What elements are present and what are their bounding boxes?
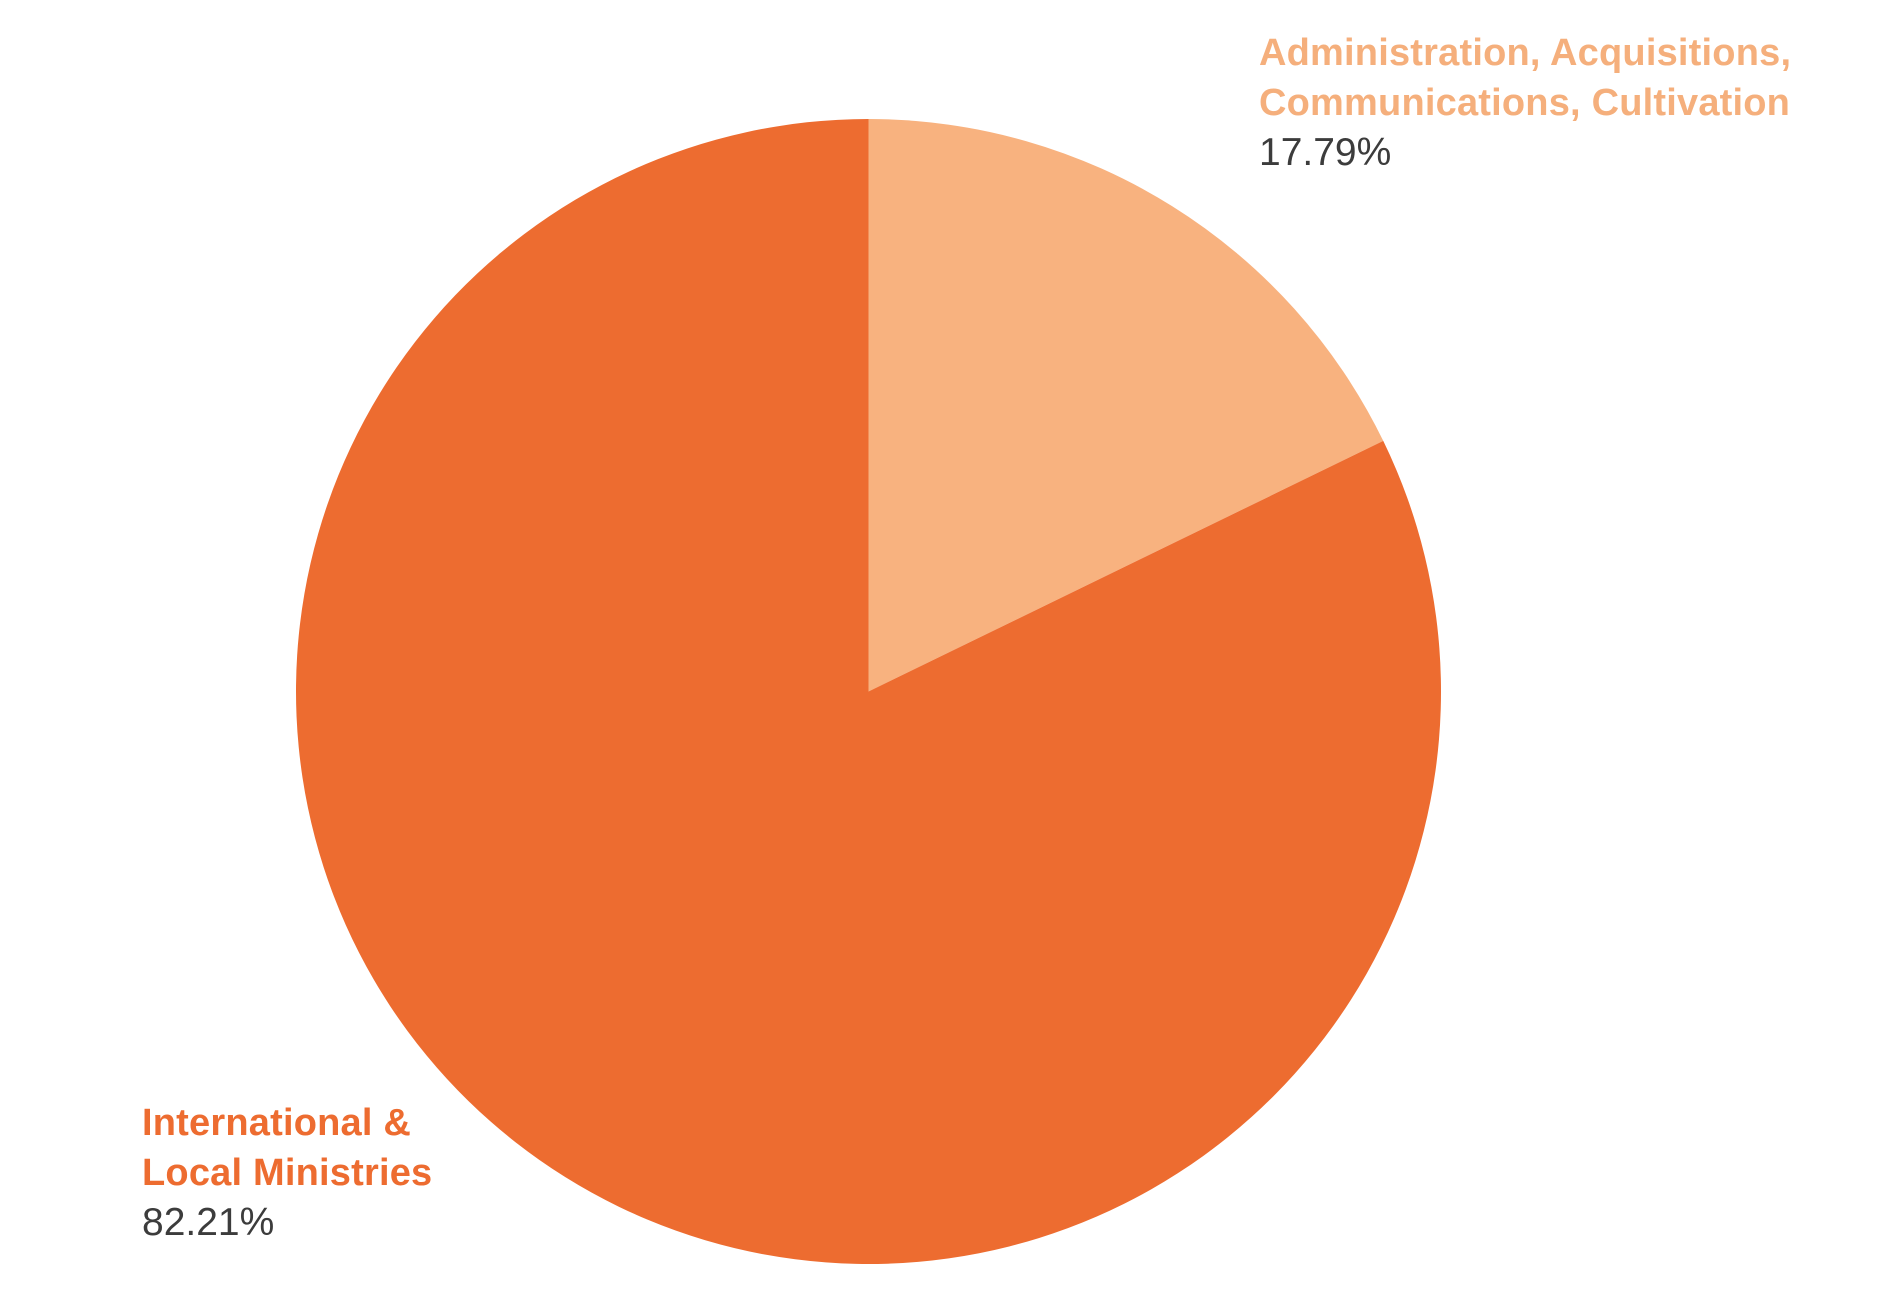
ministries-slice-label-line2: Local Ministries: [142, 1152, 433, 1194]
ministries-slice-label-line1: International &: [142, 1102, 412, 1144]
label-block-admin-slice: Administration, Acquisitions, Communicat…: [1259, 28, 1791, 178]
ministries-slice-percentage: 82.21%: [142, 1201, 275, 1244]
admin-slice-label-line1: Administration, Acquisitions,: [1259, 32, 1792, 74]
admin-slice-percentage: 17.79%: [1259, 131, 1392, 174]
pie-slice-0: [868, 119, 1384, 692]
pie-slice-1: [296, 119, 1442, 1264]
label-block-ministries-slice: International & Local Ministries 82.21%: [142, 1098, 432, 1248]
admin-slice-label-line2: Communications, Cultivation: [1259, 82, 1791, 124]
